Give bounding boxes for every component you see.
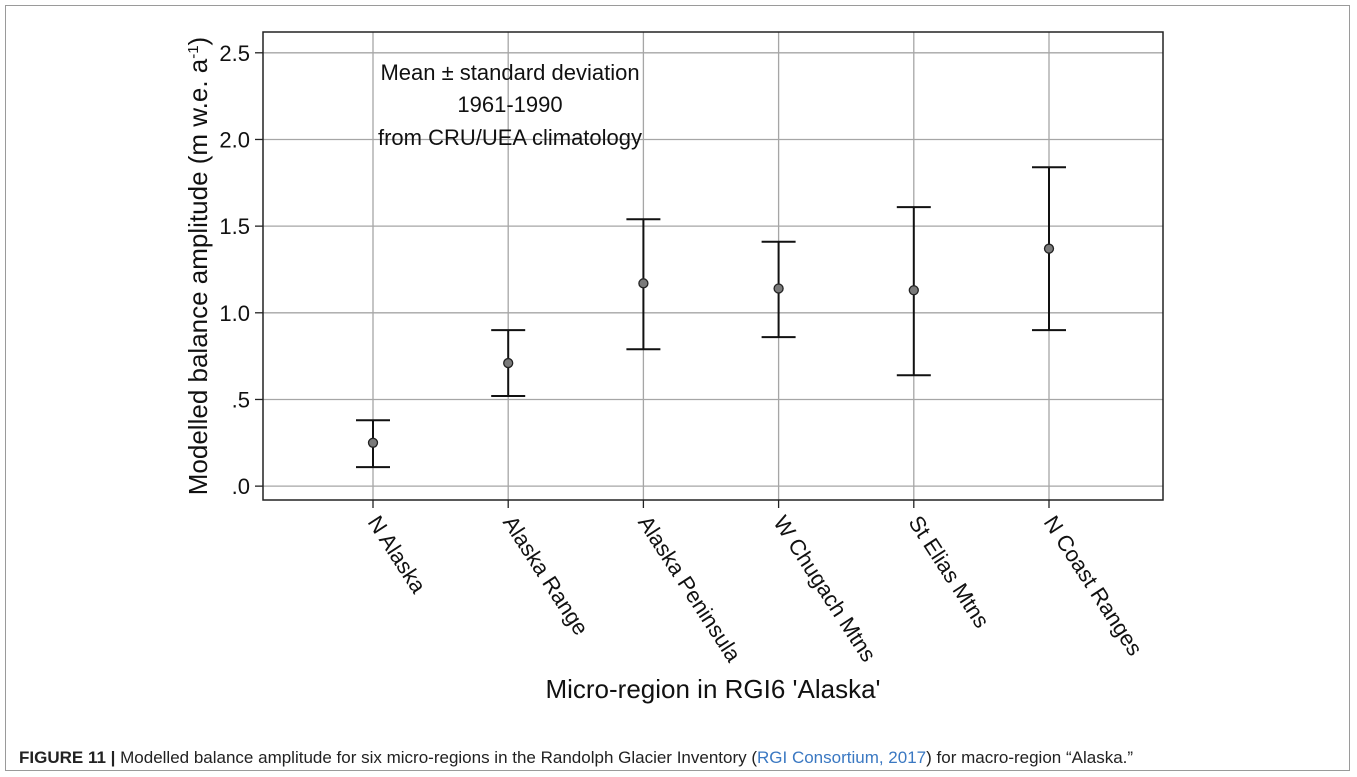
- annotation-line: Mean ± standard deviation: [380, 60, 639, 85]
- caption-text: Modelled balance amplitude for six micro…: [115, 748, 757, 767]
- annotation-block: Mean ± standard deviation 1961-1990 from…: [378, 60, 642, 150]
- chart: .0 .5 1.0 1.5 2.0 2.5 N Alaska Alaska Range Ala…: [183, 31, 1164, 704]
- x-tick-label: Alaska Range: [498, 511, 594, 640]
- y-tick-label: 2.5: [219, 41, 250, 66]
- x-axis-title: Micro-region in RGI6 'Alaska': [545, 674, 880, 704]
- x-tick-label: N Alaska: [363, 511, 432, 598]
- y-axis-title: Modelled balance amplitude (m w.e. a-1): [183, 37, 213, 495]
- y-tick-label: 2.0: [219, 127, 250, 152]
- x-tick-label: Alaska Peninsula: [633, 511, 746, 667]
- y-tick-label: .0: [232, 474, 250, 499]
- y-tick-label: 1.0: [219, 301, 250, 326]
- grid-lines: [263, 32, 1163, 500]
- annotation-line: 1961-1990: [457, 92, 562, 117]
- x-tick-label: W Chugach Mtns: [768, 511, 881, 666]
- reference-link[interactable]: RGI Consortium, 2017: [757, 748, 927, 767]
- mean-point: [638, 278, 649, 289]
- y-tick-label: 1.5: [219, 214, 250, 239]
- figure-number: FIGURE 11 |: [19, 748, 116, 767]
- mean-point: [503, 357, 514, 369]
- x-tick-label: St Elias Mtns: [904, 511, 995, 632]
- mean-point: [1043, 243, 1055, 254]
- y-tick-label: .5: [232, 387, 250, 412]
- error-bars: [356, 166, 1066, 469]
- figure-caption: FIGURE 11 | Modelled balance amplitude f…: [19, 748, 1133, 768]
- plot-area: [262, 31, 1164, 501]
- y-axis-title-superscript: -1: [185, 45, 202, 58]
- caption-text-end: ) for macro-region “Alaska.”: [926, 748, 1134, 767]
- mean-point: [908, 285, 919, 296]
- mean-point: [773, 283, 784, 294]
- x-axis: N Alaska Alaska Range Alaska Peninsula W Ch…: [363, 500, 1148, 667]
- figure-frame: [5, 5, 1350, 771]
- annotation-line: from CRU/UEA climatology: [378, 125, 642, 150]
- mean-point: [367, 437, 379, 448]
- x-tick-label: N Coast Ranges: [1039, 511, 1148, 660]
- y-axis: .0 .5 1.0 1.5 2.0 2.5: [219, 41, 263, 499]
